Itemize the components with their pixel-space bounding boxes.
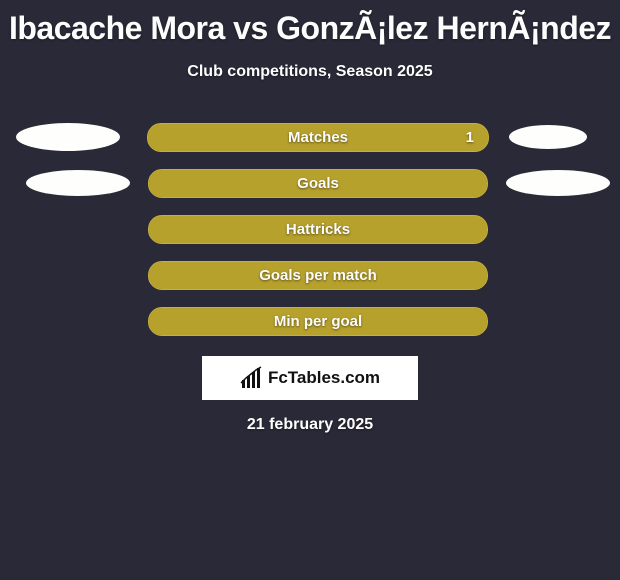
right-ellipse [509, 125, 587, 149]
stat-bar: Goals per match [148, 261, 488, 290]
left-ellipse [16, 123, 120, 151]
stat-row: Min per goal [8, 307, 612, 336]
stat-row: Goals [8, 169, 612, 198]
stat-bar: Hattricks [148, 215, 488, 244]
stats-rows: Matches 1 Goals Hattricks Goals per match Min… [0, 123, 620, 336]
stat-row: Goals per match [8, 261, 612, 290]
page-subtitle: Club competitions, Season 2025 [0, 63, 620, 81]
branding-text: FcTables.com [268, 368, 380, 388]
page-date: 21 february 2025 [0, 416, 620, 434]
stat-row: Hattricks [8, 215, 612, 244]
branding-box: FcTables.com [202, 356, 418, 400]
stat-bar-label: Goals per match [259, 267, 377, 284]
stat-bar-label: Hattricks [286, 221, 350, 238]
left-ellipse [26, 170, 130, 196]
stat-bar: Goals [148, 169, 488, 198]
page-title: Ibacache Mora vs GonzÃ¡lez HernÃ¡ndez [0, 0, 620, 47]
stat-bar-value: 1 [466, 129, 474, 146]
right-ellipse [506, 170, 610, 196]
stat-bar-label: Matches [288, 129, 348, 146]
stat-row: Matches 1 [8, 123, 612, 152]
stat-bar-label: Goals [297, 175, 339, 192]
stat-bar: Matches 1 [147, 123, 489, 152]
chart-icon [240, 366, 264, 390]
stat-bar: Min per goal [148, 307, 488, 336]
stat-bar-label: Min per goal [274, 313, 362, 330]
